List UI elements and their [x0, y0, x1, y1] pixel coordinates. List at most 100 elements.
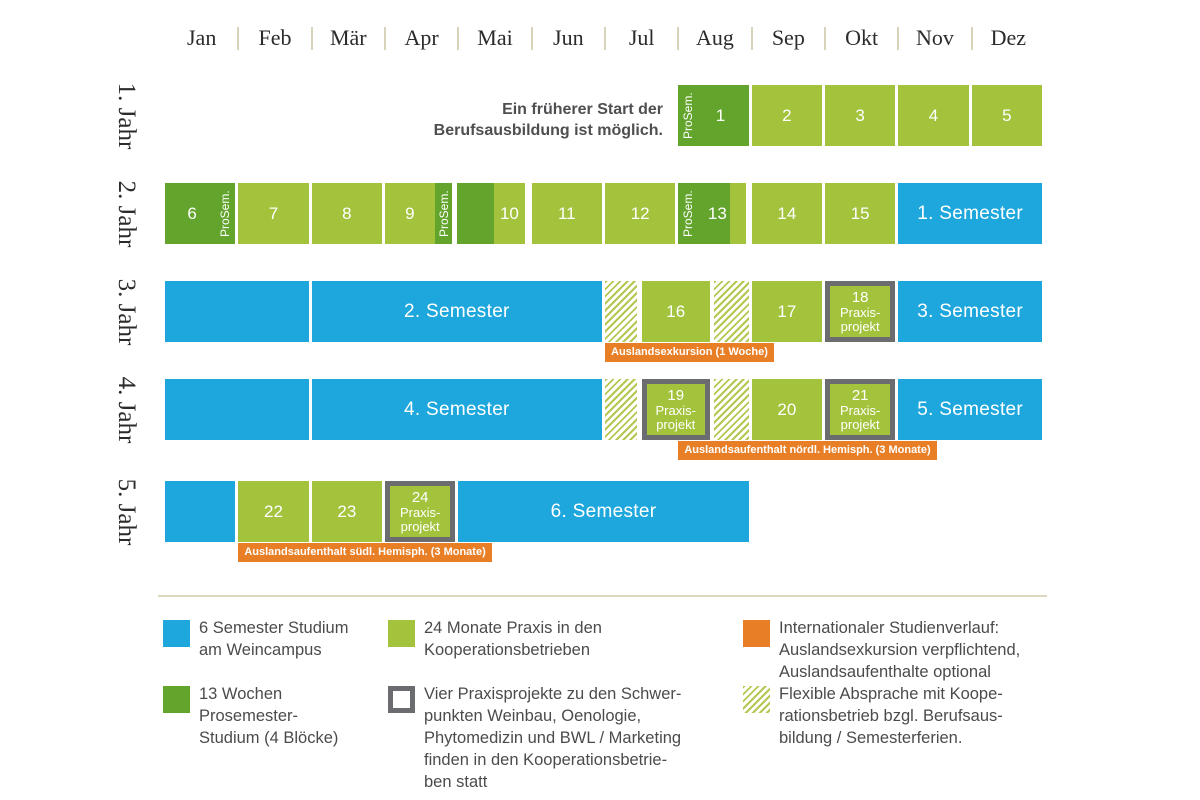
semester-label: 1. Semester	[917, 202, 1024, 224]
block-number: 22	[264, 501, 283, 521]
timeline-block: 20	[751, 379, 822, 440]
early-start-note: Ein früherer Start der Berufsausbildung …	[434, 99, 663, 141]
month-separator	[237, 27, 240, 50]
year-label: 5. Jahr	[113, 478, 140, 545]
month-label: Okt	[845, 25, 879, 50]
praxisprojekt-block: 24 Praxis-projekt	[385, 481, 456, 542]
timeline-block: 2. Semester	[311, 281, 602, 342]
block-number: 21	[851, 386, 869, 404]
legend-swatch-projectsw	[388, 686, 415, 713]
month-separator	[384, 27, 386, 50]
month-label: Mai	[477, 25, 513, 50]
legend-line: rationsbetrieb bzgl. Berufsaus-	[779, 707, 1003, 725]
legend-swatch-blue	[163, 620, 190, 647]
legend-line: Internationaler Studienverlauf:	[779, 619, 1000, 637]
block-number: 4	[928, 105, 939, 125]
semester-label: 3. Semester	[917, 300, 1024, 322]
block-number: 9	[405, 203, 415, 223]
block-number: 1	[715, 105, 726, 125]
legend-divider	[158, 595, 1047, 597]
flexible-period-block	[714, 379, 749, 440]
month-separator	[750, 27, 753, 50]
block-number: 6	[187, 203, 197, 223]
legend-text: Vier Praxisprojekte zu den Schwer-punkte…	[424, 683, 744, 793]
month-label: Sep	[771, 25, 805, 50]
timeline-block: 17	[751, 281, 822, 342]
excursion-tag: Auslandsaufenthalt nördl. Hemisph. (3 Mo…	[678, 441, 937, 460]
praxisprojekt-label: 24 Praxis-projekt	[399, 488, 441, 534]
prosem-vertical-label: ProSem.	[681, 190, 696, 237]
semester-label: 4. Semester	[403, 398, 510, 420]
timeline-block: 3. Semester	[898, 281, 1042, 342]
legend-line: 13 Wochen	[199, 685, 283, 703]
prosem-vertical-label: ProSem.	[681, 92, 696, 139]
timeline-block: 3	[825, 85, 896, 146]
semester-label: 2. Semester	[403, 300, 510, 322]
month-label: Apr	[404, 25, 439, 50]
flexible-period-block	[605, 379, 638, 440]
month-separator	[824, 27, 826, 50]
praxisprojekt-sub-label: Praxis-	[399, 504, 441, 520]
timeline-block: 14	[751, 183, 822, 244]
timeline-block: ProSem. 6	[165, 183, 236, 244]
timeline-block: 23	[311, 481, 382, 542]
timeline-block	[165, 379, 309, 440]
legend-text: Internationaler Studienverlauf: Auslandse…	[779, 617, 1099, 683]
prosem-vertical-label: ProSem.	[218, 190, 233, 237]
block-number: 7	[268, 203, 279, 223]
timeline-block: 22	[238, 481, 309, 542]
legend-line: Auslandsexkursion verpflichtend,	[779, 641, 1021, 659]
praxisprojekt-label: 19 Praxis-projekt	[655, 386, 696, 432]
timeline-block: ProSem. 13	[678, 183, 747, 244]
praxisprojekt-sub-label: projekt	[656, 416, 696, 432]
month-separator	[310, 27, 313, 50]
praxisprojekt-sub-label: Praxis-	[839, 304, 881, 320]
legend-text: 24 Monate Praxis in den Kooperationsbetri…	[424, 617, 744, 661]
block-number: 18	[851, 288, 869, 306]
legend-swatch-orange	[743, 620, 770, 647]
legend-swatch-green	[388, 620, 415, 647]
semester-label: 6. Semester	[550, 500, 657, 522]
month-label: Jun	[553, 25, 584, 50]
timeline-block: ProSem. 1	[678, 85, 749, 146]
timeline-block: 4. Semester	[311, 379, 602, 440]
block-cap	[730, 183, 747, 244]
timeline-block: 7	[238, 183, 309, 244]
excursion-tag: Auslandsexkursion (1 Woche)	[605, 343, 774, 362]
year-label: 2. Jahr	[113, 180, 140, 247]
early-start-note-line2: Berufsausbildung ist möglich.	[433, 122, 663, 139]
month-separator	[457, 27, 460, 50]
year-label: 4. Jahr	[113, 376, 140, 443]
year-label: 1. Jahr	[113, 82, 140, 149]
timeline-block: 11	[531, 183, 602, 244]
timeline-block: 8	[311, 183, 382, 244]
block-number: 19	[667, 386, 685, 404]
timeline-block: 4	[898, 85, 969, 146]
timeline-block: 2	[751, 85, 822, 146]
legend-line: am Weincampus	[199, 641, 322, 659]
timeline-block: 16	[641, 281, 710, 342]
praxisprojekt-sub-label: Praxis-	[839, 402, 881, 418]
month-label: Aug	[696, 25, 734, 50]
praxisprojekt-sub-label: Praxis-	[655, 402, 696, 418]
excursion-tag: Auslandsaufenthalt südl. Hemisph. (3 Mon…	[238, 543, 492, 562]
semester-label: 5. Semester	[917, 398, 1024, 420]
block-number: 24	[411, 488, 429, 506]
legend-line: bildung / Semesterferien.	[779, 729, 963, 747]
month-label: Mär	[329, 25, 367, 50]
praxisprojekt-block: 18 Praxis-projekt	[825, 281, 896, 342]
timeline-block: ProSem. 9	[385, 183, 452, 244]
month-label: Jan	[187, 25, 217, 50]
month-separator	[530, 27, 533, 50]
timeline-block: 5	[971, 85, 1042, 146]
praxisprojekt-label: 18 Praxis-projekt	[839, 288, 881, 334]
block-number: 13	[707, 203, 727, 223]
praxisprojekt-block: 21 Praxis-projekt	[825, 379, 896, 440]
month-separator	[677, 27, 680, 50]
block-number: 15	[850, 203, 870, 223]
month-separator	[604, 27, 606, 50]
month-separator	[970, 27, 973, 50]
block-cap	[456, 183, 494, 244]
legend-line: Auslandsaufenthalte optional	[779, 663, 991, 681]
